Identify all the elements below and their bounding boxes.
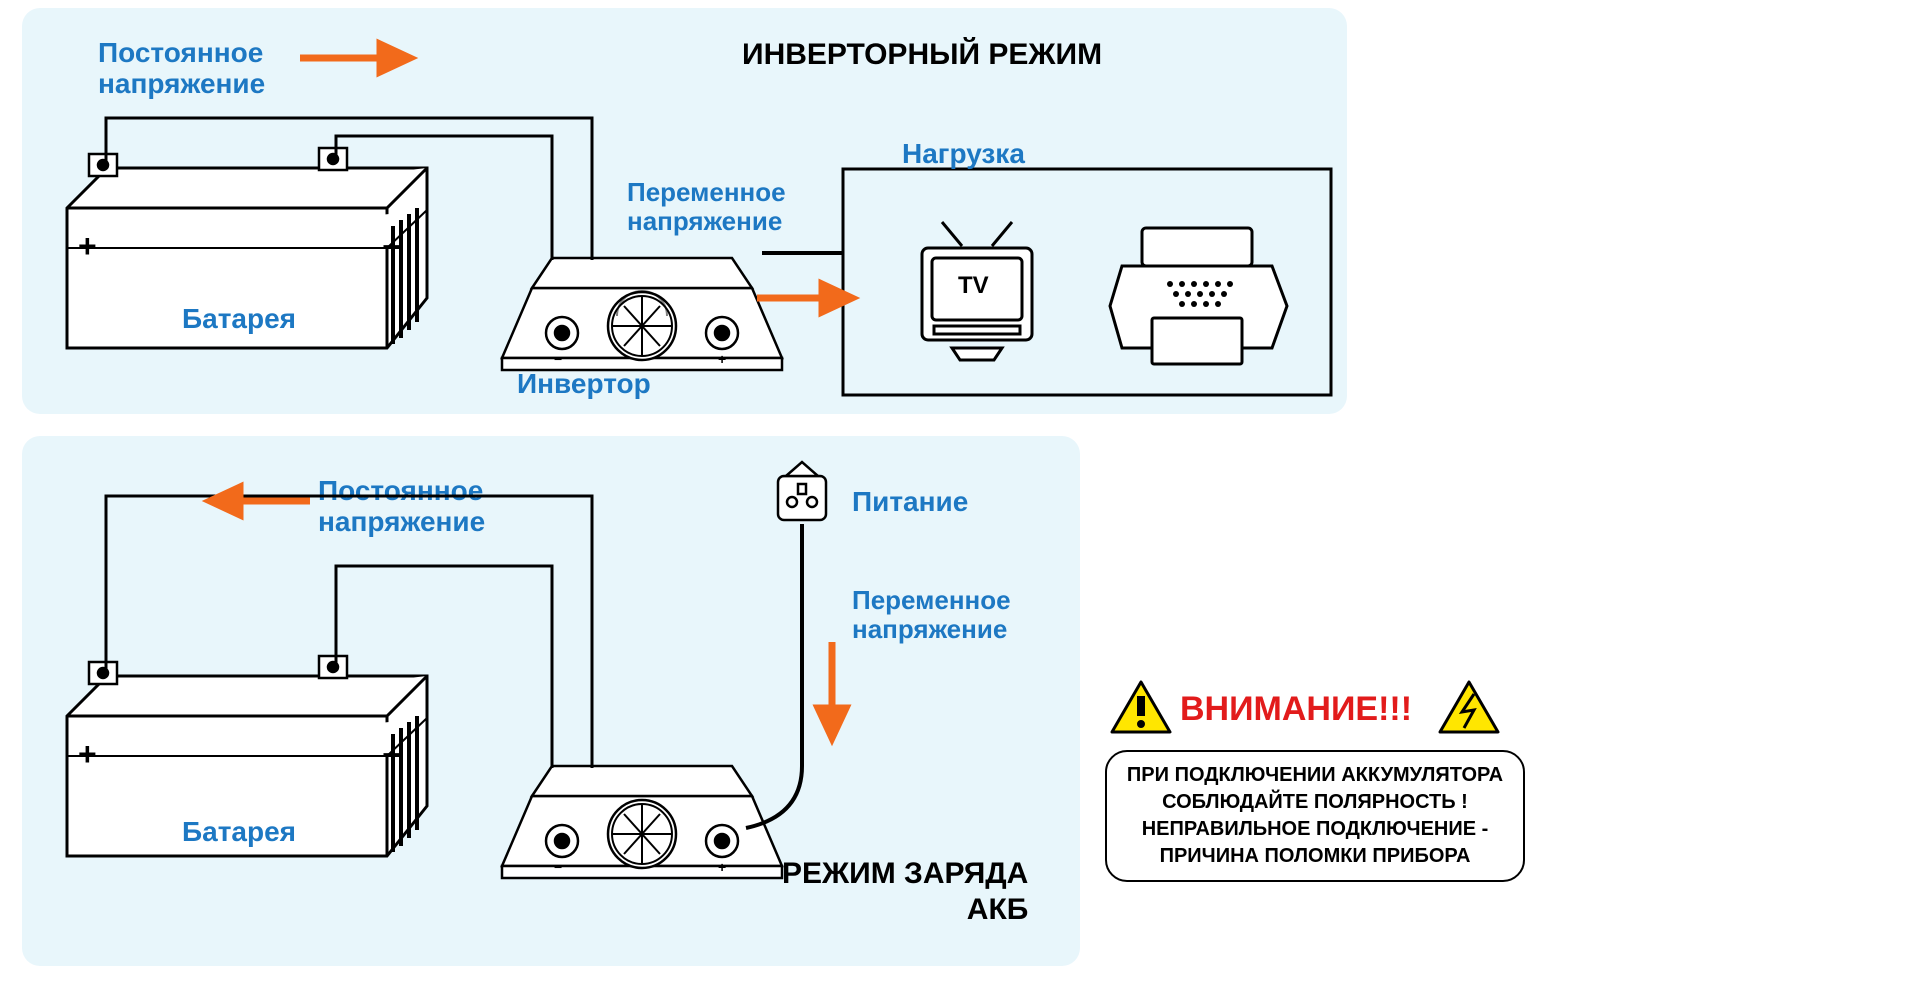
panel-inverter-mode: ИНВЕРТОРНЫЙ РЕЖИМ + − Батарея [22,8,1347,414]
warning-title: ВНИМАНИЕ!!! [1180,690,1412,729]
panel2-wires [22,436,1080,966]
warning-triangle-right-icon [1438,680,1500,736]
warning-body: ПРИ ПОДКЛЮЧЕНИИ АККУМУЛЯТОРА СОБЛЮДАЙТЕ … [1105,750,1525,882]
panel-charge-mode: + − Батарея − + Постоянное напряжение Пи… [22,436,1080,966]
panel1-wires [22,8,1347,414]
warning-triangle-left-icon [1110,680,1172,736]
diagram-page: ИНВЕРТОРНЫЙ РЕЖИМ + − Батарея [0,0,1920,985]
